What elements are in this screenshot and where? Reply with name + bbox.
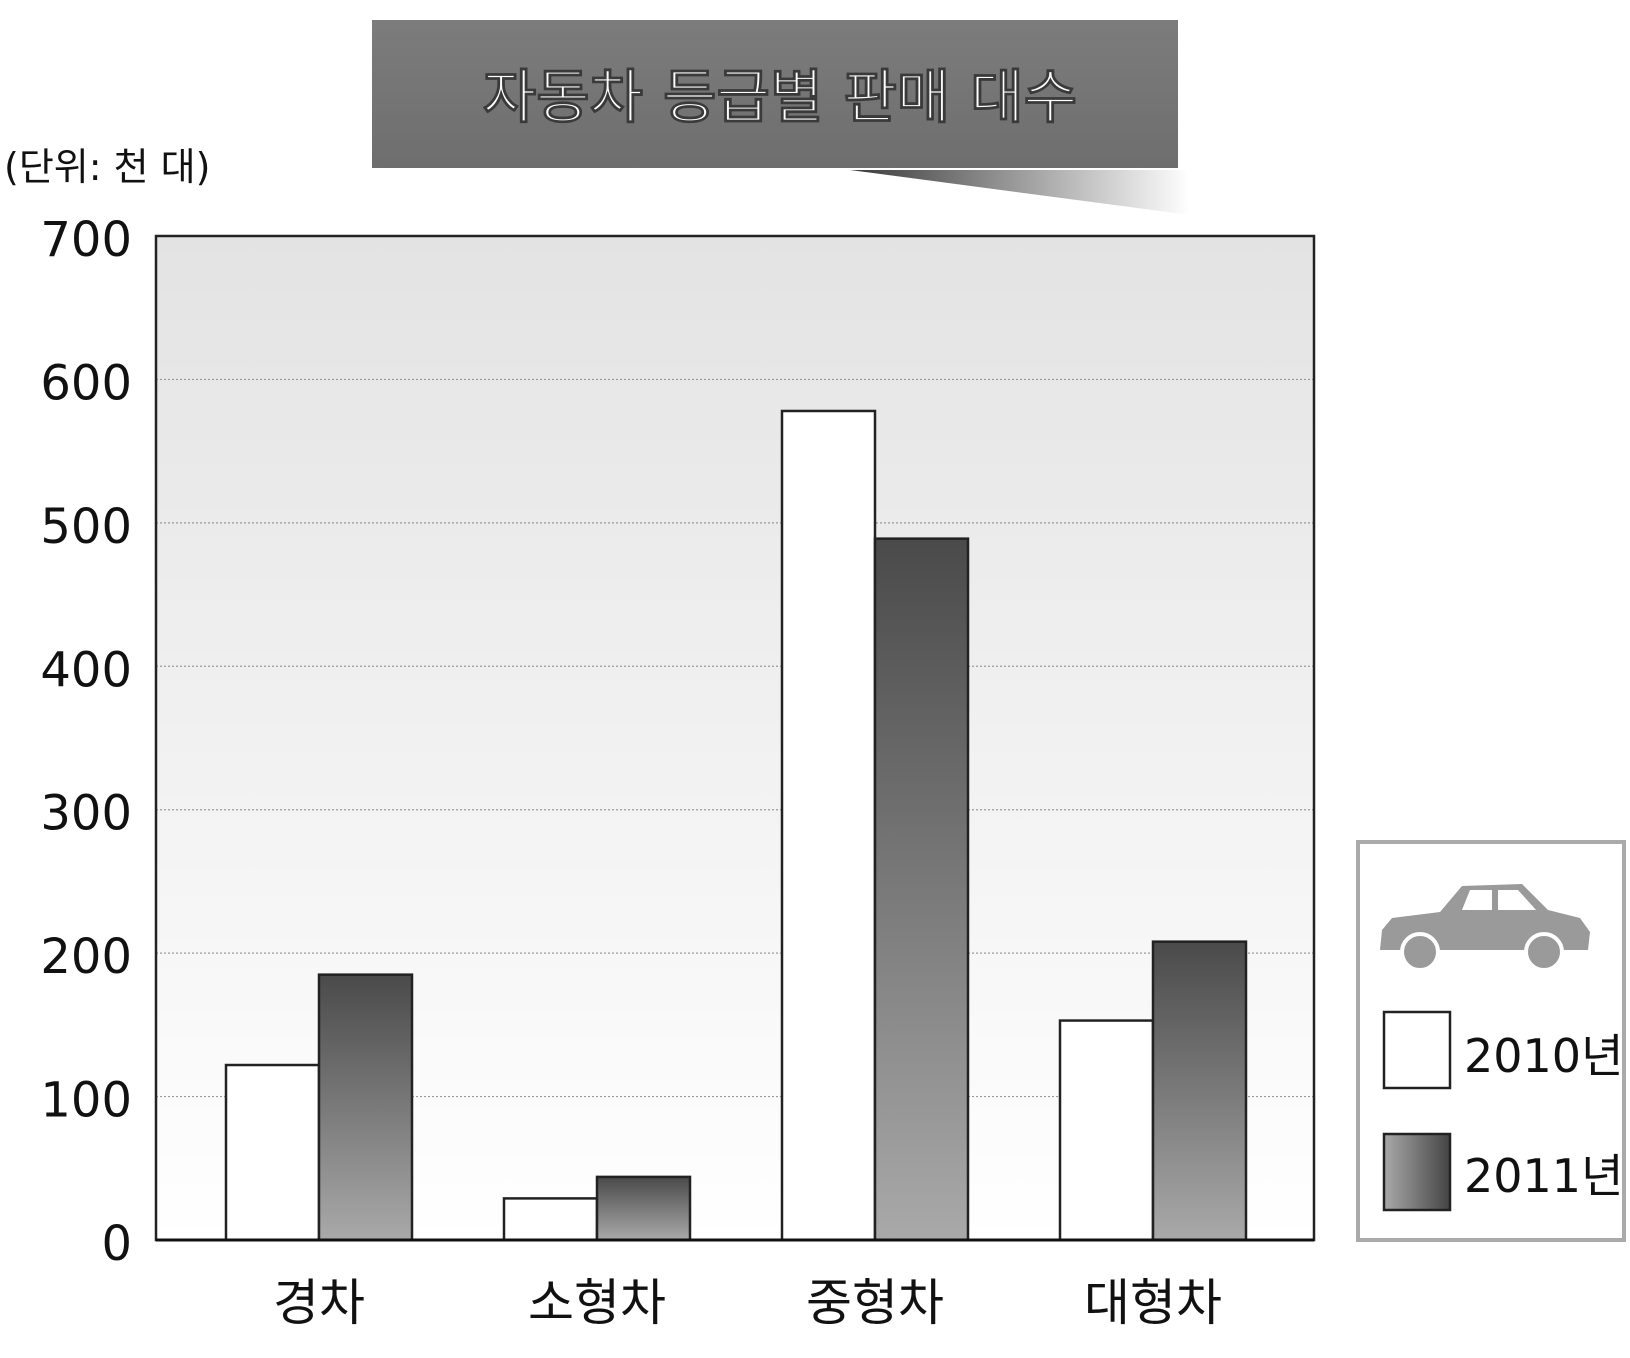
y-tick-label: 0 [101, 1216, 132, 1272]
x-tick-label: 대형차 [1084, 1274, 1222, 1332]
y-tick-label: 500 [40, 499, 132, 555]
legend-swatch-2011 [1384, 1134, 1450, 1210]
y-tick-label: 600 [40, 355, 132, 411]
unit-label: (단위: 천 대) [4, 145, 210, 189]
bar-2011년-소형차 [597, 1177, 690, 1240]
bar-2011년-대형차 [1153, 942, 1246, 1240]
y-tick-label: 100 [40, 1073, 132, 1129]
y-tick-labels: 0 100 200 300 400 500 600 700 [40, 212, 132, 1272]
bar-2010년-중형차 [782, 411, 875, 1240]
chart-title: 자동차 등급별 판매 대수 [483, 63, 1077, 131]
bar-2011년-중형차 [875, 539, 968, 1240]
x-tick-label: 경차 [273, 1274, 365, 1332]
title-banner-tail [850, 170, 1190, 215]
y-tick-label: 200 [40, 929, 132, 985]
x-tick-label: 소형차 [528, 1274, 666, 1332]
bar-2011년-경차 [319, 975, 412, 1240]
bar-2010년-소형차 [504, 1198, 597, 1240]
legend: 2010년 2011년 [1358, 842, 1624, 1240]
legend-label-2011: 2011년 [1464, 1149, 1623, 1203]
y-tick-label: 400 [40, 642, 132, 698]
y-tick-label: 700 [40, 212, 132, 268]
x-tick-labels: 경차 소형차 중형차 대형차 [273, 1274, 1222, 1332]
legend-label-2010: 2010년 [1464, 1029, 1623, 1083]
y-tick-label: 300 [40, 786, 132, 842]
bar-2010년-대형차 [1060, 1021, 1153, 1240]
x-tick-label: 중형차 [806, 1274, 944, 1332]
legend-swatch-2010 [1384, 1012, 1450, 1088]
bar-2010년-경차 [226, 1065, 319, 1240]
title-banner: 자동차 등급별 판매 대수 [372, 20, 1190, 215]
